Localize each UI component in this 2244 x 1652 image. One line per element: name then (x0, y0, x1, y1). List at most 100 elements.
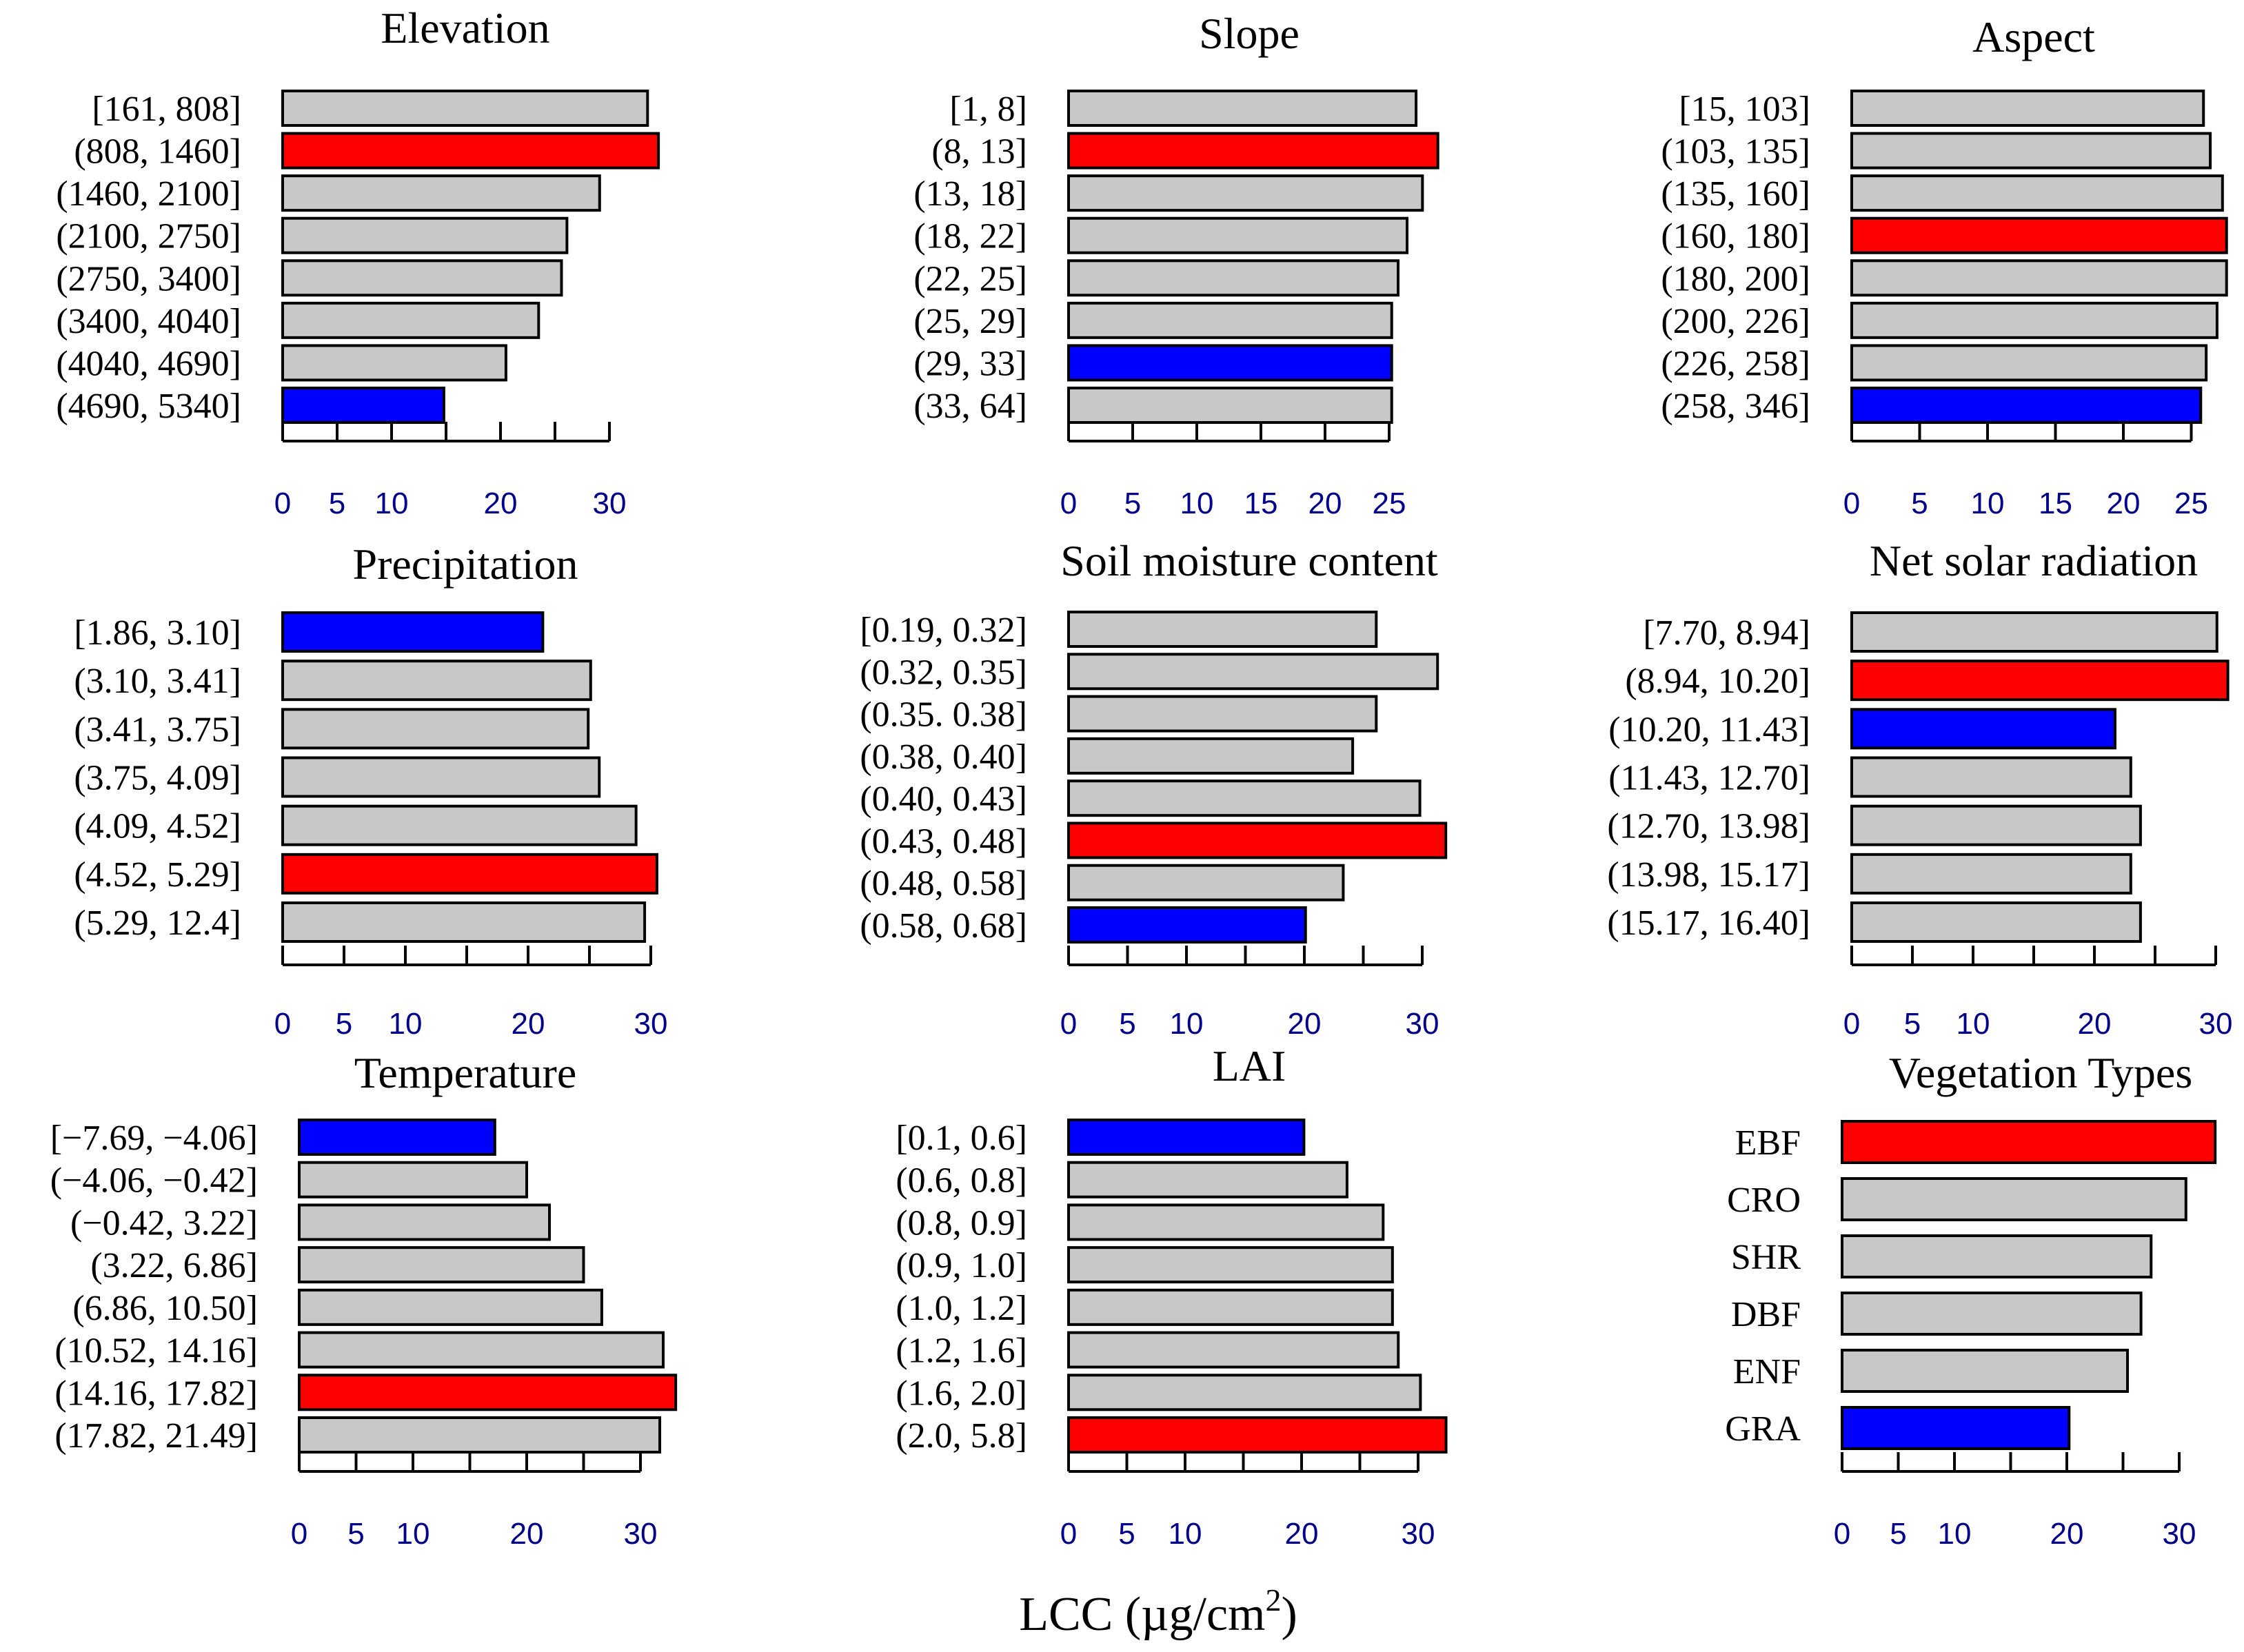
x-tick-label: 20 (1285, 1517, 1319, 1551)
x-tick-label: 5 (1119, 1007, 1135, 1041)
category-label: GRA (1725, 1409, 1801, 1449)
category-label: [15, 103] (1679, 90, 1810, 129)
category-label: [0.1, 0.6] (896, 1119, 1027, 1158)
category-label: (160, 180] (1661, 217, 1810, 256)
bar (1067, 737, 1355, 775)
bar (1067, 1416, 1448, 1454)
bar (1067, 1203, 1385, 1241)
category-label: (0.32, 0.35] (860, 653, 1027, 692)
bar (1850, 387, 2203, 424)
chart-panel: LAI [0.1, 0.6](0.6, 0.8](0.8, 0.9](0.9, 1… (896, 1041, 1448, 1551)
panel-title: Elevation (381, 3, 549, 52)
x-tick-label: 10 (396, 1517, 430, 1551)
x-tick-label: 10 (1938, 1517, 1972, 1551)
category-label: SHR (1731, 1238, 1801, 1277)
bar (1067, 1119, 1306, 1156)
x-tick-label: 30 (624, 1517, 658, 1551)
bar (1067, 1331, 1400, 1369)
bar (1067, 90, 1418, 127)
category-label: (12.70, 13.98] (1607, 807, 1810, 846)
category-label: (−0.42, 3.22] (70, 1203, 258, 1243)
bar (1067, 1161, 1348, 1199)
category-label: (2750, 3400] (56, 259, 241, 298)
x-tick-label: 10 (1957, 1007, 1990, 1041)
category-label: (135, 160] (1661, 174, 1810, 214)
x-tick-label: 20 (1288, 1007, 1322, 1041)
x-tick-label: 30 (2199, 1007, 2233, 1041)
x-tick-label: 5 (1118, 1517, 1135, 1551)
x-tick-label: 10 (1169, 1517, 1202, 1551)
bar (1850, 611, 2218, 653)
category-label: (3.75, 4.09] (74, 759, 241, 798)
category-label: (200, 226] (1661, 302, 1810, 341)
x-tick-label: 10 (1170, 1007, 1204, 1041)
category-label: (4690, 5340] (56, 387, 241, 426)
x-tick-label: 20 (2050, 1517, 2084, 1551)
bar (1067, 301, 1393, 339)
panel-title: Slope (1199, 9, 1300, 58)
bar (1067, 906, 1307, 944)
x-tick-label: 30 (1406, 1007, 1439, 1041)
chart-panel: Aspect [15, 103](103, 135](135, 160](160,… (1661, 12, 2228, 520)
bar (1067, 1288, 1394, 1326)
category-label: (0.43, 0.48] (860, 822, 1027, 861)
category-label: (4040, 4690] (56, 344, 241, 383)
x-tick-label: 15 (1244, 487, 1278, 520)
bar (298, 1416, 662, 1454)
bar (281, 708, 590, 750)
bar (298, 1161, 528, 1199)
x-tick-label: 30 (1402, 1517, 1435, 1551)
panel-title: Temperature (354, 1048, 576, 1097)
x-tick-label: 10 (389, 1007, 423, 1041)
x-tick-label: 30 (2163, 1517, 2196, 1551)
bar (1067, 344, 1393, 382)
bar (1067, 174, 1424, 212)
x-tick-label: 0 (274, 487, 291, 520)
bar (1841, 1177, 2187, 1221)
bar (281, 901, 647, 943)
bar (281, 301, 540, 339)
category-label: (4.52, 5.29] (74, 855, 241, 895)
category-label: [161, 808] (92, 90, 241, 129)
category-label: (180, 200] (1661, 259, 1810, 298)
category-label: (3.22, 6.86] (90, 1246, 258, 1285)
bar (298, 1288, 603, 1326)
x-axis-label: LCC (µg/cm2) (1019, 1582, 1297, 1641)
category-label: (2.0, 5.8] (896, 1416, 1027, 1456)
category-label: (0.40, 0.43] (860, 779, 1027, 819)
bar (1067, 779, 1422, 817)
bar (1067, 1246, 1394, 1284)
category-label: (258, 346] (1661, 387, 1810, 426)
category-label: (8.94, 10.20] (1625, 662, 1810, 701)
bar (1850, 132, 2212, 170)
category-label: (4.09, 4.52] (74, 807, 241, 846)
category-label: (13.98, 15.17] (1607, 855, 1810, 895)
bar (1850, 90, 2205, 127)
chart-panel: Precipitation [1.86, 3.10] (3.10, 3.41] (3.… (74, 540, 667, 1041)
bar (1850, 174, 2224, 212)
bar (1850, 756, 2132, 798)
x-tick-label: 25 (2174, 487, 2208, 520)
chart-panel: Net solar radiation [7.70, 8.94] (8.94, 10… (1607, 536, 2232, 1041)
bar (298, 1331, 665, 1369)
bar (1067, 822, 1448, 859)
bar (281, 132, 660, 170)
chart-panel: Slope [1, 8](8, 13](13, 18](18, 22](22, 2… (913, 9, 1439, 520)
chart-panel: Temperature[−7.69, −4.06](−4.06, −0.42](… (50, 1048, 678, 1551)
category-label: (−4.06, −0.42] (50, 1161, 258, 1201)
bar (1067, 132, 1439, 170)
x-tick-label: 20 (2078, 1007, 2112, 1041)
x-tick-label: 20 (512, 1007, 545, 1041)
x-tick-label: 0 (274, 1007, 291, 1041)
bar (298, 1246, 585, 1284)
chart-panel: Soil moisture content [0.19, 0.32](0.32, … (860, 536, 1448, 1041)
category-label: (103, 135] (1661, 132, 1810, 172)
category-label: [1.86, 3.10] (74, 613, 241, 653)
category-label: [1, 8] (949, 90, 1027, 129)
category-label: DBF (1731, 1295, 1801, 1334)
bar (281, 216, 569, 254)
category-label: (3.10, 3.41] (74, 662, 241, 701)
bar (298, 1203, 551, 1241)
x-tick-label: 5 (1124, 487, 1141, 520)
category-label: (6.86, 10.50] (72, 1289, 258, 1328)
